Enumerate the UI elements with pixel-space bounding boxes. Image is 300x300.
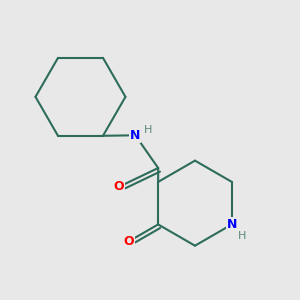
Text: H: H	[144, 125, 153, 135]
Text: N: N	[226, 218, 237, 231]
Text: O: O	[114, 180, 124, 193]
Text: H: H	[237, 231, 246, 241]
Text: N: N	[130, 129, 140, 142]
Text: O: O	[123, 235, 134, 248]
